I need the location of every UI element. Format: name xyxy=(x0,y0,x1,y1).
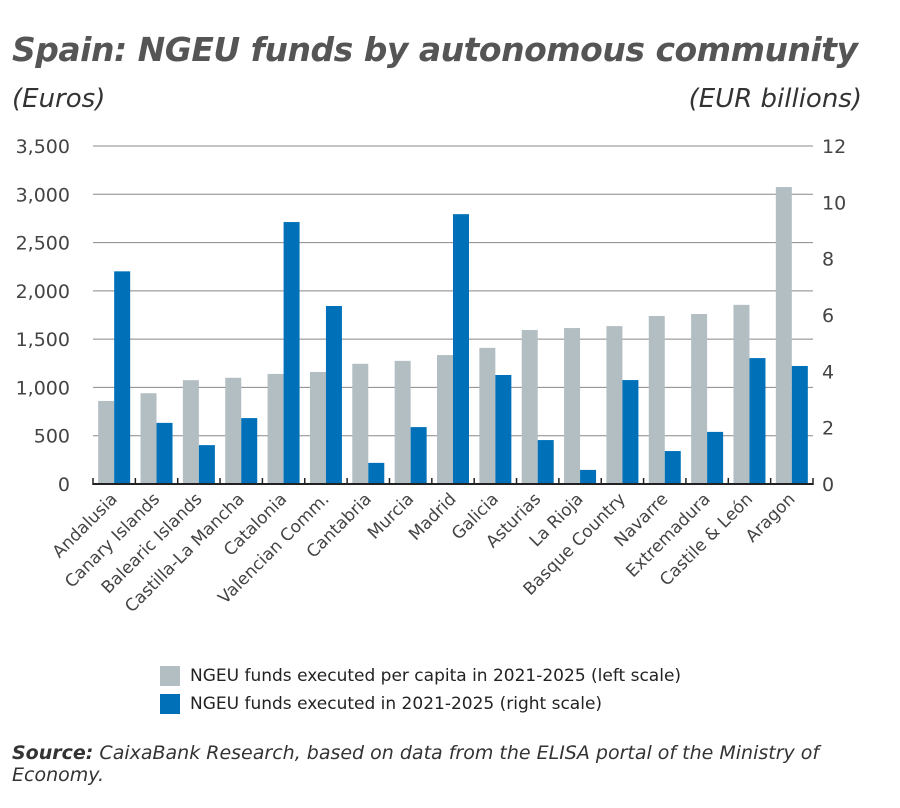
bar-per-capita xyxy=(225,377,242,484)
bar-total xyxy=(664,451,681,484)
bar-total xyxy=(453,214,469,484)
left-axis-label: (Euros) xyxy=(12,84,106,114)
bar-total xyxy=(114,271,131,484)
right-tick-label: 2 xyxy=(822,418,834,440)
bar-per-capita xyxy=(564,328,581,484)
bar-per-capita xyxy=(437,355,453,484)
bar-per-capita xyxy=(267,373,284,484)
right-tick-label: 8 xyxy=(822,249,834,271)
right-tick-label: 6 xyxy=(822,305,834,327)
bar-total xyxy=(283,222,300,485)
legend-label: NGEU funds executed in 2021-2025 (right … xyxy=(190,694,603,714)
left-tick-label: 2,000 xyxy=(16,281,70,303)
legend-item-per-capita: NGEU funds executed per capita in 2021-2… xyxy=(160,666,681,686)
bar-total xyxy=(791,365,808,484)
bar-per-capita xyxy=(140,393,157,484)
bar-total xyxy=(241,418,258,484)
legend-item-total: NGEU funds executed in 2021-2025 (right … xyxy=(160,694,681,714)
bar-total xyxy=(537,440,554,484)
left-tick-label: 0 xyxy=(58,474,70,496)
bar-per-capita xyxy=(394,360,411,484)
bar-total xyxy=(368,462,385,484)
bar-per-capita xyxy=(733,304,750,484)
bar-per-capita xyxy=(521,329,538,484)
bar-per-capita xyxy=(479,347,496,484)
left-tick-label: 1,500 xyxy=(16,329,70,351)
bar-total xyxy=(410,427,427,484)
left-tick-label: 3,500 xyxy=(16,136,70,158)
right-tick-label: 12 xyxy=(822,136,846,158)
right-axis-label: (EUR billions) xyxy=(688,84,862,114)
bar-per-capita xyxy=(98,400,115,484)
bar-per-capita xyxy=(182,380,199,484)
left-tick-label: 2,500 xyxy=(16,233,70,255)
bar-per-capita xyxy=(775,187,792,485)
bar-per-capita xyxy=(648,315,665,484)
left-tick-label: 1,000 xyxy=(16,377,70,399)
bar-per-capita xyxy=(309,371,326,484)
bar-per-capita xyxy=(352,363,369,484)
bar-total xyxy=(325,305,342,484)
bar-total xyxy=(495,374,512,484)
right-tick-label: 4 xyxy=(822,361,834,383)
bar-total xyxy=(622,380,639,484)
chart-title: Spain: NGEU funds by autonomous communit… xyxy=(12,30,858,69)
category-label: Madrid xyxy=(405,489,460,544)
right-tick-label: 10 xyxy=(822,192,846,214)
source-label: Source: xyxy=(12,742,94,764)
source-text: CaixaBank Research, based on data from t… xyxy=(12,742,820,786)
legend: NGEU funds executed per capita in 2021-2… xyxy=(160,666,681,722)
bar-total xyxy=(198,445,215,484)
right-tick-label: 0 xyxy=(822,474,834,496)
left-tick-label: 500 xyxy=(34,426,70,448)
bar-total xyxy=(156,422,173,484)
bar-total xyxy=(707,431,724,484)
legend-swatch xyxy=(160,666,180,686)
bar-total xyxy=(580,469,597,484)
bar-per-capita xyxy=(691,314,708,484)
bar-total xyxy=(749,358,766,484)
left-tick-label: 3,000 xyxy=(16,184,70,206)
legend-label: NGEU funds executed per capita in 2021-2… xyxy=(190,666,682,686)
bar-per-capita xyxy=(606,326,623,484)
legend-swatch xyxy=(160,694,180,714)
source-note: Source: CaixaBank Research, based on dat… xyxy=(12,742,900,786)
